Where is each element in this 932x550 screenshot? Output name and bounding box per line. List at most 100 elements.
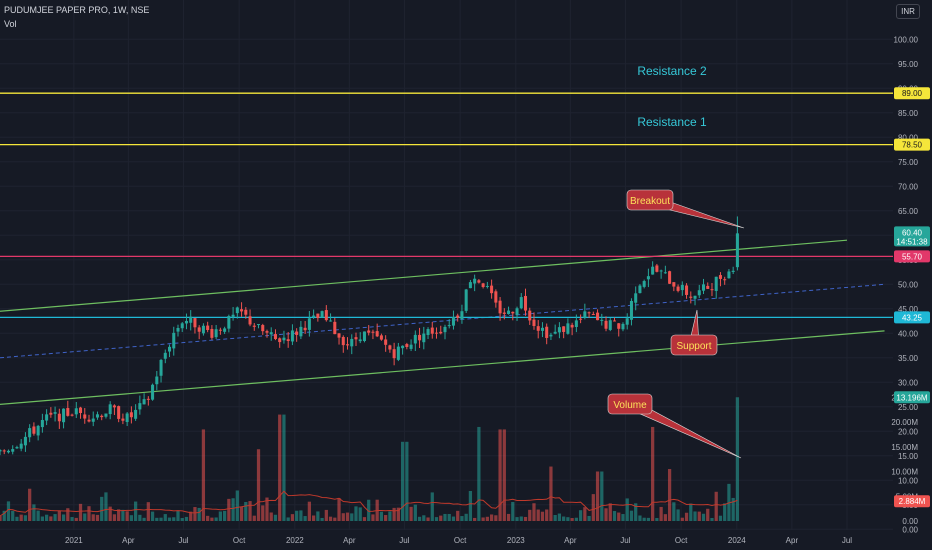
volume-bar (252, 515, 256, 521)
time-tick-label: Jul (620, 536, 630, 545)
channel-middle-line (0, 283, 885, 359)
volume-callout: Volume (607, 393, 742, 459)
candle-body (6, 450, 10, 453)
candle-body (45, 414, 49, 421)
volume-ma-line (0, 490, 738, 517)
volume-bar (193, 507, 197, 521)
candle-body (57, 413, 61, 422)
candle-body (214, 329, 218, 338)
candle-body (100, 415, 104, 418)
volume-bar (138, 514, 142, 521)
volume-bar (710, 518, 714, 521)
volume-bar (362, 517, 367, 521)
volume-bar (417, 516, 422, 521)
volume-bar (532, 503, 536, 521)
candle-body (379, 335, 383, 340)
candle-body (718, 275, 722, 279)
volume-ma-tag-text: 2.884M (899, 497, 926, 506)
candle-body (218, 329, 222, 331)
candle-body (83, 414, 87, 419)
volume-bar (74, 517, 78, 521)
candle-body (367, 330, 371, 333)
volume-bar (464, 513, 468, 521)
volume-bar (23, 515, 28, 521)
candle-body (388, 345, 392, 350)
time-tick-label: 2021 (65, 536, 83, 545)
support-callout: Support (670, 309, 718, 356)
price-tick-label: 50.00 (898, 280, 919, 289)
time-tick-label: Apr (786, 536, 799, 545)
volume-bar (617, 512, 621, 521)
candle-body (612, 320, 617, 322)
resistance-1-label: Resistance 1 (637, 115, 707, 129)
volume-bar (295, 510, 299, 521)
volume-bar (642, 517, 646, 521)
candle-body (223, 328, 227, 332)
breakout-level-tag-bg (894, 250, 930, 263)
volume-bar (540, 511, 545, 521)
candle-body (129, 412, 133, 418)
price-tick-label: 70.00 (898, 182, 919, 191)
candle-body (87, 419, 91, 422)
candle-body (392, 349, 396, 359)
volume-bar (392, 507, 396, 521)
volume-bar (112, 514, 117, 521)
volume-bar (405, 441, 409, 521)
candle-body (727, 271, 731, 279)
breakout-callout: Breakout (626, 189, 745, 229)
volume-bar (70, 517, 74, 521)
candle-body (655, 265, 659, 272)
candle-body (248, 316, 252, 325)
volume-bar (159, 517, 163, 521)
volume-bar (735, 397, 740, 521)
volume-bar (333, 517, 337, 521)
volume-bar (91, 514, 95, 521)
candle-body (95, 414, 99, 418)
candle-body (375, 331, 379, 337)
volume-bar (489, 514, 494, 521)
volume-bar (400, 441, 405, 521)
volume-bar (439, 515, 443, 521)
currency-button[interactable]: INR (896, 4, 920, 19)
candle-body (265, 331, 269, 333)
candle-body (286, 339, 290, 341)
volume-bar (142, 517, 146, 521)
volume-bar (100, 496, 104, 521)
volume-bar (600, 471, 604, 521)
volume-tick-label: 20.00M (891, 418, 918, 427)
candle-body (155, 376, 159, 385)
volume-callout-box (607, 393, 653, 415)
volume-bar (434, 517, 439, 521)
candle-body (418, 334, 422, 341)
volume-bar (121, 509, 125, 521)
volume-bar (176, 510, 180, 521)
volume-bar (32, 504, 36, 521)
candle-body (693, 295, 697, 299)
volume-bar (430, 492, 434, 521)
candle-body (121, 418, 125, 421)
candle-body (413, 334, 417, 344)
candle-body (583, 311, 587, 318)
last-price-tag-bg (894, 226, 930, 247)
volume-bar (244, 501, 248, 521)
candle-body (604, 320, 608, 329)
candle-body (201, 325, 205, 334)
volume-bar (498, 429, 502, 521)
volume-bar (714, 491, 718, 521)
price-tick-label: 85.00 (898, 109, 919, 118)
candle-body (256, 324, 261, 326)
volume-bar (646, 517, 651, 521)
breakout-callout-text: Breakout (630, 196, 670, 207)
volume-bar (697, 511, 701, 521)
candle-body (464, 289, 468, 311)
volume-bar (155, 517, 159, 521)
price-tick-label: 45.00 (898, 305, 919, 314)
price-tick-label: 15.00 (898, 452, 919, 461)
volume-indicator-label[interactable]: Vol (4, 19, 17, 29)
candle-body (460, 311, 464, 320)
volume-bar (350, 513, 354, 521)
volume-bar (511, 502, 515, 521)
volume-bar (19, 514, 23, 521)
